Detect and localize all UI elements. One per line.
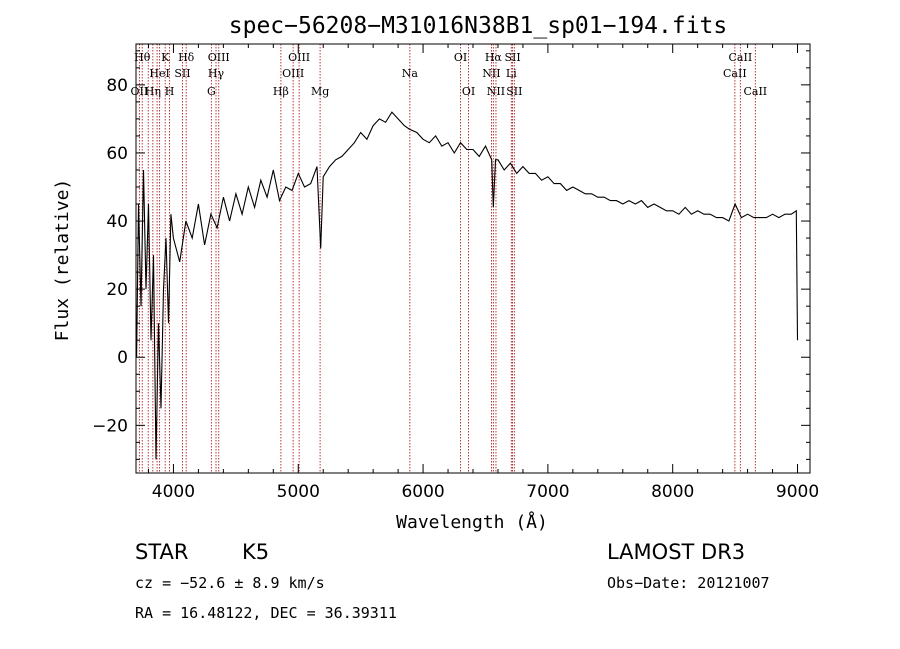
- spectral-line-label: HeI: [149, 67, 169, 80]
- spectral-line-label: OI: [454, 51, 467, 64]
- spectral-line-label: Hθ: [134, 51, 151, 64]
- spectral-line-label: OIII: [282, 67, 304, 80]
- flux-series-line: [136, 111, 799, 460]
- spectral-line-label: Na: [402, 67, 419, 80]
- spectral-line-label: Hγ: [208, 67, 225, 80]
- redshift-cz: cz = −52.6 ± 8.9 km/s: [135, 574, 325, 592]
- spectral-line-label: K: [161, 51, 170, 64]
- y-tick-label: 0: [117, 348, 128, 368]
- observation-date: Obs−Date: 20121007: [607, 574, 770, 592]
- x-tick-label: 7000: [526, 482, 569, 502]
- x-tick-label: 6000: [401, 482, 444, 502]
- plot-frame: [135, 43, 811, 474]
- spectral-line-label: Li: [506, 67, 517, 80]
- spectral-line-markers: [138, 44, 756, 473]
- x-tick-label: 5000: [277, 482, 320, 502]
- x-tick-label: 4000: [152, 482, 195, 502]
- spectral-line-label: OI: [462, 85, 475, 98]
- spectral-line-label: NII: [482, 67, 500, 80]
- y-tick-label: 60: [106, 144, 128, 164]
- spectral-line-label: NII: [487, 85, 505, 98]
- spectral-line-label: OIII: [288, 51, 310, 64]
- survey-name: LAMOST DR3: [607, 540, 746, 564]
- spectral-line-label: CaII: [723, 67, 747, 80]
- spectral-line-label: Hβ: [273, 85, 289, 98]
- x-tick-label: 8000: [651, 482, 694, 502]
- x-axis-label: Wavelength (Å): [396, 511, 548, 533]
- spectral-line-label: Hη: [145, 85, 161, 98]
- y-axis-ticks: −20 0 20 40 60 80: [92, 50, 810, 460]
- x-tick-label: 9000: [776, 482, 819, 502]
- coordinates: RA = 16.48122, DEC = 36.39311: [135, 604, 397, 622]
- spectral-line-label: OIII: [208, 51, 230, 64]
- y-tick-label: 40: [106, 212, 128, 232]
- spectral-line-label: CaII: [743, 85, 767, 98]
- spectral-line-label: H: [165, 85, 175, 98]
- spectral-line-label: Hδ: [178, 51, 195, 64]
- spectral-line-labels: OII Hθ Hη HeI K H SII Hδ G Hγ OIII Hβ OIII OIII Mg Na OI…: [131, 51, 768, 98]
- chart-title: spec−56208−M31016N38B1_sp01−194.fits: [229, 13, 728, 39]
- x-axis-ticks: 4000 5000 6000 7000 8000 9000: [147, 44, 819, 502]
- object-subclass: K5: [242, 540, 270, 564]
- spectral-line-label: CaII: [729, 51, 753, 64]
- spectral-line-label: SII: [506, 85, 522, 98]
- y-tick-label: −20: [92, 416, 128, 436]
- spectral-line-label: Hα: [485, 51, 503, 64]
- spectral-line-label: SII: [504, 51, 520, 64]
- spectral-line-label: G: [207, 85, 216, 98]
- spectral-line-label: SII: [174, 67, 190, 80]
- spectral-line-label: OII: [131, 85, 149, 98]
- y-tick-label: 20: [106, 280, 128, 300]
- y-tick-label: 80: [106, 76, 128, 96]
- object-class: STAR: [135, 540, 189, 564]
- y-axis-label: Flux (relative): [52, 179, 73, 342]
- spectral-line-label: Mg: [311, 85, 329, 98]
